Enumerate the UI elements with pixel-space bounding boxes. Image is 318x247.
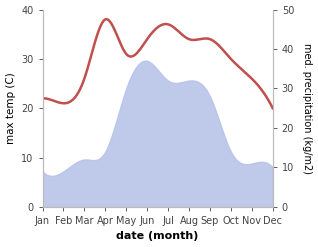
- X-axis label: date (month): date (month): [116, 231, 199, 242]
- Y-axis label: max temp (C): max temp (C): [5, 72, 16, 144]
- Y-axis label: med. precipitation (kg/m2): med. precipitation (kg/m2): [302, 43, 313, 174]
